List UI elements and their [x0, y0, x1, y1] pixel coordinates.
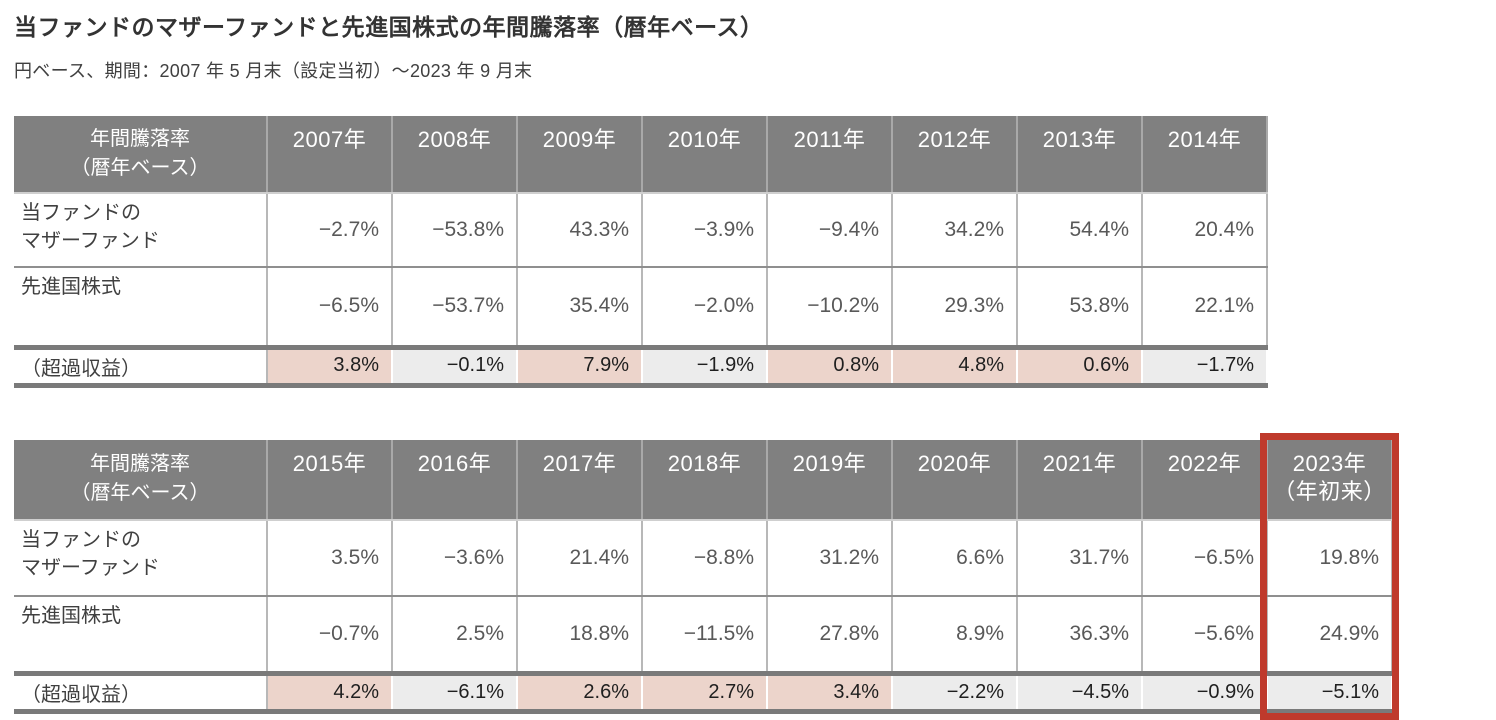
excess-value-cell: −5.1% [1267, 674, 1392, 712]
return-value-cell: −0.7% [267, 596, 392, 674]
year-header: 2020年 [892, 440, 1017, 520]
return-value-cell: 18.8% [517, 596, 642, 674]
year-header: 2013年 [1017, 116, 1142, 193]
row-label: （超過収益） [14, 347, 267, 385]
return-row: 当ファンドの マザーファンド−2.7%−53.8%43.3%−3.9%−9.4%… [14, 193, 1267, 267]
return-value-cell: −53.7% [392, 267, 517, 347]
year-header: 2010年 [642, 116, 767, 193]
row-label: 当ファンドの マザーファンド [14, 520, 267, 596]
return-value-cell: 27.8% [767, 596, 892, 674]
excess-value-cell: 2.6% [517, 674, 642, 712]
return-value-cell: 6.6% [892, 520, 1017, 596]
return-value-cell: 8.9% [892, 596, 1017, 674]
excess-value-cell: −2.2% [892, 674, 1017, 712]
excess-value-cell: 0.6% [1017, 347, 1142, 385]
excess-return-row: （超過収益）4.2%−6.1%2.6%2.7%3.4%−2.2%−4.5%−0.… [14, 674, 1392, 712]
page-subtitle: 円ベース、期間：2007 年 5 月末（設定当初）～2023 年 9 月末 [14, 57, 1496, 83]
return-value-cell: −10.2% [767, 267, 892, 347]
excess-value-cell: 4.8% [892, 347, 1017, 385]
year-header: 2014年 [1142, 116, 1267, 193]
year-header: 2007年 [267, 116, 392, 193]
year-header: 2022年 [1142, 440, 1267, 520]
return-row: 先進国株式−6.5%−53.7%35.4%−2.0%−10.2%29.3%53.… [14, 267, 1267, 347]
excess-value-cell: −1.7% [1142, 347, 1267, 385]
return-value-cell: −2.7% [267, 193, 392, 267]
page-title: 当ファンドのマザーファンドと先進国株式の年間騰落率（暦年ベース） [14, 8, 1496, 42]
return-value-cell: 54.4% [1017, 193, 1142, 267]
row-label: （超過収益） [14, 674, 267, 712]
corner-header: 年間騰落率 （暦年ベース） [14, 440, 267, 520]
return-value-cell: 43.3% [517, 193, 642, 267]
excess-value-cell: 4.2% [267, 674, 392, 712]
return-value-cell: 35.4% [517, 267, 642, 347]
return-value-cell: 21.4% [517, 520, 642, 596]
corner-header: 年間騰落率 （暦年ベース） [14, 116, 267, 193]
return-value-cell: −3.6% [392, 520, 517, 596]
excess-value-cell: −1.9% [642, 347, 767, 385]
return-value-cell: 29.3% [892, 267, 1017, 347]
return-value-cell: 19.8% [1267, 520, 1392, 596]
return-value-cell: 31.7% [1017, 520, 1142, 596]
return-value-cell: 53.8% [1017, 267, 1142, 347]
row-label: 当ファンドの マザーファンド [14, 193, 267, 267]
return-value-cell: 2.5% [392, 596, 517, 674]
return-row: 先進国株式−0.7%2.5%18.8%−11.5%27.8%8.9%36.3%−… [14, 596, 1392, 674]
excess-value-cell: 0.8% [767, 347, 892, 385]
excess-value-cell: 7.9% [517, 347, 642, 385]
excess-value-cell: 3.8% [267, 347, 392, 385]
return-value-cell: 3.5% [267, 520, 392, 596]
return-value-cell: −3.9% [642, 193, 767, 267]
year-header: 2015年 [267, 440, 392, 520]
excess-return-row: （超過収益）3.8%−0.1%7.9%−1.9%0.8%4.8%0.6%−1.7… [14, 347, 1267, 385]
return-value-cell: 31.2% [767, 520, 892, 596]
year-header: 2023年 （年初来） [1267, 440, 1392, 520]
year-header: 2016年 [392, 440, 517, 520]
excess-value-cell: −6.1% [392, 674, 517, 712]
row-label: 先進国株式 [14, 596, 267, 674]
return-value-cell: 22.1% [1142, 267, 1267, 347]
year-header: 2009年 [517, 116, 642, 193]
excess-value-cell: −0.1% [392, 347, 517, 385]
return-value-cell: −53.8% [392, 193, 517, 267]
year-header: 2012年 [892, 116, 1017, 193]
return-value-cell: 24.9% [1267, 596, 1392, 674]
year-header: 2021年 [1017, 440, 1142, 520]
year-header: 2018年 [642, 440, 767, 520]
return-value-cell: −2.0% [642, 267, 767, 347]
return-value-cell: −6.5% [1142, 520, 1267, 596]
year-header: 2019年 [767, 440, 892, 520]
return-value-cell: 36.3% [1017, 596, 1142, 674]
return-value-cell: −6.5% [267, 267, 392, 347]
return-value-cell: −9.4% [767, 193, 892, 267]
return-value-cell: 34.2% [892, 193, 1017, 267]
year-header: 2017年 [517, 440, 642, 520]
return-value-cell: 20.4% [1142, 193, 1267, 267]
return-value-cell: −8.8% [642, 520, 767, 596]
year-header: 2008年 [392, 116, 517, 193]
excess-value-cell: 3.4% [767, 674, 892, 712]
excess-value-cell: −4.5% [1017, 674, 1142, 712]
excess-value-cell: 2.7% [642, 674, 767, 712]
return-value-cell: −11.5% [642, 596, 767, 674]
year-header: 2011年 [767, 116, 892, 193]
row-label: 先進国株式 [14, 267, 267, 347]
excess-value-cell: −0.9% [1142, 674, 1267, 712]
return-value-cell: −5.6% [1142, 596, 1267, 674]
